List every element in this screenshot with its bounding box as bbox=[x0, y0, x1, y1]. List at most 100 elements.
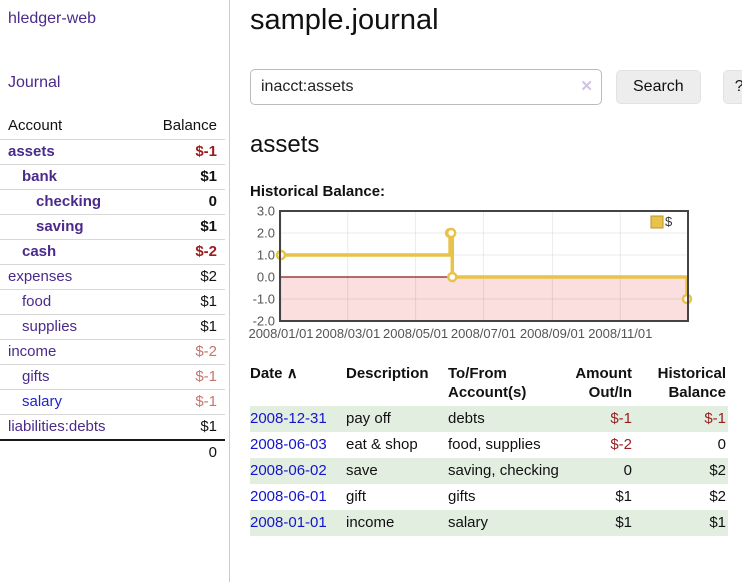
chart-heading: Historical Balance: bbox=[250, 183, 386, 201]
account-balance: $-2 bbox=[195, 243, 217, 260]
y-tick-label: 0.0 bbox=[257, 270, 275, 285]
chart-frame bbox=[279, 210, 689, 323]
transaction-balance: $1 bbox=[709, 514, 726, 532]
y-tick-label: 1.0 bbox=[257, 248, 275, 263]
y-tick-label: 2.0 bbox=[257, 226, 275, 241]
account-link[interactable]: checking bbox=[36, 193, 102, 210]
sidebar-item-journal[interactable]: Journal bbox=[8, 74, 61, 91]
register-header-amount: Amount Out/In bbox=[575, 365, 632, 402]
search-box: ✕ bbox=[250, 69, 602, 106]
sidebar-account-row: saving $1 bbox=[0, 214, 225, 239]
transaction-accounts: debts bbox=[448, 410, 485, 428]
transaction-date-link[interactable]: 2008-06-03 bbox=[250, 436, 327, 454]
transaction-date-link[interactable]: 2008-06-01 bbox=[250, 488, 327, 506]
register-row: 2008-06-01 gift gifts $1 $2 bbox=[250, 484, 728, 510]
sidebar-account-row: salary $-1 bbox=[0, 389, 225, 414]
historical-balance-chart: $ -2.0 -1.0 0.0 1.0 2.0 3.0 2008/01/01 2008/03/0… bbox=[248, 204, 742, 348]
accounts-rows: assets $-1 bank $1 checking 0 saving $1 cash $-2 e… bbox=[0, 139, 225, 439]
account-link[interactable]: saving bbox=[36, 218, 84, 235]
account-link[interactable]: bank bbox=[22, 168, 58, 185]
transaction-balance: $-1 bbox=[704, 410, 726, 428]
transaction-balance: $2 bbox=[709, 488, 726, 506]
account-column-header: Account bbox=[8, 117, 63, 134]
account-balance: $-2 bbox=[195, 343, 217, 360]
sidebar-account-row: assets $-1 bbox=[0, 139, 225, 164]
transaction-amount: $-1 bbox=[610, 410, 632, 428]
transaction-date-link[interactable]: 2008-01-01 bbox=[250, 514, 327, 532]
transaction-date-link[interactable]: 2008-12-31 bbox=[250, 410, 327, 428]
transaction-accounts: salary bbox=[448, 514, 489, 532]
chart-point bbox=[445, 228, 457, 239]
main-content: sample.journal ✕ Search ? assets Histori… bbox=[230, 0, 742, 582]
chart-svg: $ -2.0 -1.0 0.0 1.0 2.0 3.0 2008/01/01 2008/03/0… bbox=[248, 204, 693, 341]
sort-ascending-icon: ∧ bbox=[286, 365, 298, 383]
account-balance: $1 bbox=[200, 293, 217, 310]
register-header-description: Description bbox=[346, 365, 429, 383]
y-tick-label: -1.0 bbox=[253, 292, 275, 307]
account-link[interactable]: supplies bbox=[22, 318, 78, 335]
transaction-amount: $1 bbox=[615, 488, 632, 506]
accounts-table-header: Account Balance bbox=[0, 114, 225, 139]
search-form: ✕ Search ? bbox=[250, 69, 742, 106]
account-link[interactable]: gifts bbox=[22, 368, 50, 385]
account-link[interactable]: liabilities:debts bbox=[8, 418, 106, 435]
register-row: 2008-01-01 income salary $1 $1 bbox=[250, 510, 728, 537]
sidebar-account-row: liabilities:debts $1 bbox=[0, 414, 225, 439]
account-balance: $2 bbox=[200, 268, 217, 285]
sidebar-account-row: checking 0 bbox=[0, 189, 225, 214]
transaction-balance: $2 bbox=[709, 462, 726, 480]
page-title: sample.journal bbox=[250, 4, 439, 36]
account-link[interactable]: assets bbox=[8, 143, 55, 160]
clear-search-icon[interactable]: ✕ bbox=[580, 78, 593, 96]
register-row: 2008-12-31 pay off debts $-1 $-1 bbox=[250, 406, 728, 433]
accounts-total-value: 0 bbox=[208, 444, 217, 461]
transaction-amount: $-2 bbox=[610, 436, 632, 454]
sidebar-account-row: gifts $-1 bbox=[0, 364, 225, 389]
accounts-table: Account Balance assets $-1 bank $1 checking 0… bbox=[0, 114, 225, 464]
transaction-description: save bbox=[346, 462, 378, 480]
account-link[interactable]: expenses bbox=[8, 268, 73, 285]
x-tick-label: 2008/07/01 bbox=[451, 326, 516, 341]
search-input[interactable] bbox=[250, 69, 602, 106]
transaction-description: gift bbox=[346, 488, 367, 506]
register-table: Date ∧ Description To/From Account(s) Am… bbox=[250, 362, 728, 537]
transaction-description: eat & shop bbox=[346, 436, 418, 454]
x-tick-label: 2008/01/01 bbox=[248, 326, 313, 341]
transaction-amount: $1 bbox=[615, 514, 632, 532]
x-tick-label: 2008/11/01 bbox=[588, 326, 652, 341]
account-balance: $1 bbox=[200, 218, 217, 235]
transaction-description: pay off bbox=[346, 410, 391, 428]
register-row: 2008-06-03 eat & shop food, supplies $-2 0 bbox=[250, 432, 728, 458]
x-tick-label: 2008/05/01 bbox=[383, 326, 448, 341]
transaction-date-link[interactable]: 2008-06-02 bbox=[250, 462, 327, 480]
register-row: 2008-06-02 save saving, checking 0 $2 bbox=[250, 458, 728, 485]
register-header-accounts: To/From Account(s) bbox=[448, 365, 527, 402]
account-balance: $1 bbox=[200, 318, 217, 335]
search-button[interactable]: Search bbox=[616, 70, 701, 105]
sidebar-account-row: bank $1 bbox=[0, 164, 225, 189]
chart-legend-swatch bbox=[650, 215, 664, 229]
account-link[interactable]: food bbox=[22, 293, 52, 310]
account-balance: 0 bbox=[208, 193, 217, 210]
app-title-link[interactable]: hledger-web bbox=[8, 10, 97, 27]
transaction-accounts: food, supplies bbox=[448, 436, 541, 454]
chart-point bbox=[447, 272, 458, 283]
y-tick-label: -2.0 bbox=[253, 314, 275, 329]
register-header-date[interactable]: Date ∧ bbox=[250, 365, 298, 383]
account-link[interactable]: salary bbox=[22, 393, 63, 410]
account-link[interactable]: income bbox=[8, 343, 57, 360]
balance-column-header: Balance bbox=[162, 117, 217, 134]
transaction-amount: 0 bbox=[623, 462, 632, 480]
chart-legend-label: $ bbox=[665, 214, 673, 229]
transaction-balance: 0 bbox=[717, 436, 726, 454]
account-link[interactable]: cash bbox=[22, 243, 57, 260]
account-balance: $1 bbox=[200, 168, 217, 185]
help-button[interactable]: ? bbox=[722, 70, 742, 105]
sidebar-account-row: supplies $1 bbox=[0, 314, 225, 339]
sidebar-account-row: food $1 bbox=[0, 289, 225, 314]
transaction-accounts: saving, checking bbox=[448, 462, 559, 480]
account-heading: assets bbox=[250, 131, 320, 159]
account-balance: $-1 bbox=[195, 143, 217, 160]
sidebar-account-row: expenses $2 bbox=[0, 264, 225, 289]
